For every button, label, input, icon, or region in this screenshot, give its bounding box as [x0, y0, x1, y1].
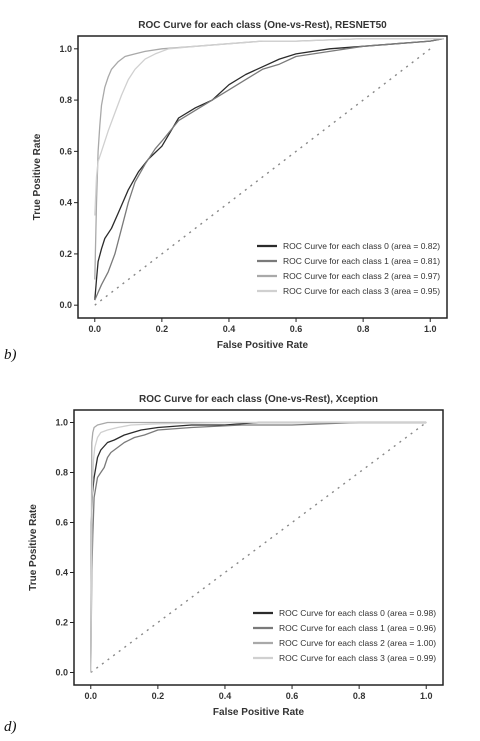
y-tick-label: 0.2 [55, 618, 68, 628]
panel-label: d) [4, 719, 17, 735]
chart-title: ROC Curve for each class (One-vs-Rest), … [138, 20, 387, 31]
y-tick-label: 1.0 [55, 418, 68, 428]
y-tick-label: 1.0 [59, 44, 72, 54]
y-tick-label: 0.4 [55, 568, 68, 578]
legend-entry: ROC Curve for each class 1 (area = 0.81) [283, 256, 440, 266]
x-tick-label: 1.0 [424, 324, 437, 334]
x-tick-label: 0.4 [219, 691, 232, 701]
roc-line-class-3 [94, 37, 444, 216]
roc-line-class-1 [94, 37, 444, 301]
chance-diagonal-line [94, 48, 431, 306]
y-tick-label: 0.0 [55, 668, 68, 678]
plot-frame [77, 35, 448, 319]
y-tick-label: 0.6 [59, 146, 72, 156]
x-tick-label: 0.0 [85, 691, 98, 701]
x-tick-label: 0.2 [156, 324, 169, 334]
x-tick-label: 0.8 [353, 691, 366, 701]
roc-chart-xception: ROC Curve for each class (One-vs-Rest), … [28, 394, 444, 718]
x-tick-label: 0.4 [223, 324, 236, 334]
y-tick-label: 0.6 [55, 518, 68, 528]
roc-line-class-3 [90, 421, 427, 673]
legend-entry: ROC Curve for each class 2 (area = 1.00) [279, 638, 436, 648]
y-axis-label: True Positive Rate [28, 504, 39, 591]
legend-entry: ROC Curve for each class 3 (area = 0.95) [283, 286, 440, 296]
x-tick-label: 0.8 [357, 324, 370, 334]
roc-line-class-2 [90, 421, 427, 673]
y-tick-label: 0.8 [59, 95, 72, 105]
chart-panel-resnet50: ROC Curve for each class (One-vs-Rest), … [4, 20, 448, 363]
roc-chart-resnet50: ROC Curve for each class (One-vs-Rest), … [32, 20, 448, 351]
chart-title: ROC Curve for each class (One-vs-Rest), … [139, 394, 378, 405]
x-axis-label: False Positive Rate [217, 340, 309, 351]
legend-entry: ROC Curve for each class 0 (area = 0.98) [279, 608, 436, 618]
x-axis-label: False Positive Rate [213, 707, 305, 718]
x-tick-label: 1.0 [420, 691, 433, 701]
chance-diagonal-line [90, 421, 427, 674]
legend-entry: ROC Curve for each class 2 (area = 0.97) [283, 271, 440, 281]
y-tick-label: 0.4 [59, 198, 72, 208]
panel-label: b) [4, 347, 17, 363]
legend-entry: ROC Curve for each class 3 (area = 0.99) [279, 653, 436, 663]
y-axis-label: True Positive Rate [32, 133, 43, 220]
roc-line-class-0 [90, 421, 427, 673]
y-tick-label: 0.2 [59, 249, 72, 259]
y-tick-label: 0.0 [59, 300, 72, 310]
plot-frame [73, 409, 444, 686]
x-tick-label: 0.0 [89, 324, 102, 334]
x-tick-label: 0.6 [286, 691, 299, 701]
x-tick-label: 0.2 [152, 691, 165, 701]
chart-panel-xception: ROC Curve for each class (One-vs-Rest), … [0, 380, 480, 741]
x-tick-label: 0.6 [290, 324, 303, 334]
y-tick-label: 0.8 [55, 468, 68, 478]
roc-line-class-0 [94, 37, 444, 301]
legend-entry: ROC Curve for each class 0 (area = 0.82) [283, 241, 440, 251]
roc-line-class-1 [90, 421, 427, 673]
legend-entry: ROC Curve for each class 1 (area = 0.96) [279, 623, 436, 633]
